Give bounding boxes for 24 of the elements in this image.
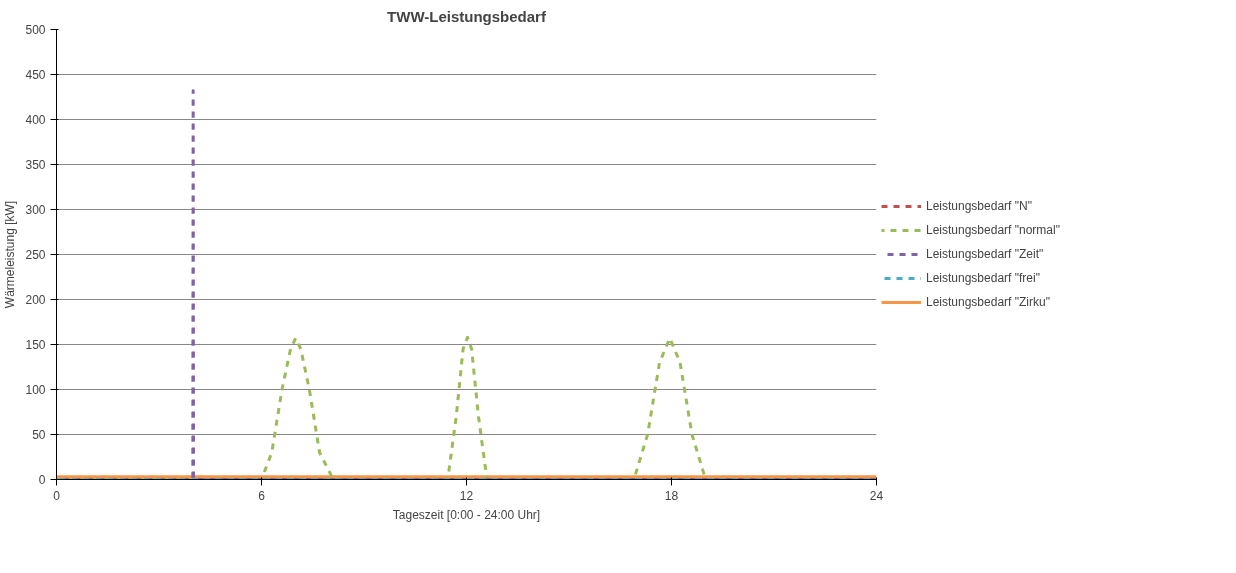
y-axis-title: Wärmeleistung [kW] — [3, 200, 18, 309]
y-tick-label: 400 — [25, 113, 46, 127]
x-tick-label: 0 — [53, 488, 61, 503]
y-tick-label: 200 — [25, 293, 46, 307]
y-tick-label: 150 — [25, 338, 46, 352]
legend-label: Leistungsbedarf "Zirku" — [926, 295, 1050, 309]
legend-label: Leistungsbedarf "frei" — [926, 271, 1040, 285]
x-tick-label: 6 — [258, 488, 266, 503]
x-tick-label: 24 — [869, 488, 884, 503]
y-tick-label: 350 — [25, 158, 46, 172]
y-tick-label: 500 — [25, 23, 46, 37]
legend-label: Leistungsbedarf "Zeit" — [926, 247, 1044, 261]
x-axis-title: Tageszeit [0:00 - 24:00 Uhr] — [392, 507, 541, 522]
x-tick-label: 18 — [664, 488, 679, 503]
y-tick-label: 250 — [25, 248, 46, 262]
chart-title: TWW-Leistungsbedarf — [387, 7, 547, 25]
y-tick-label: 450 — [25, 68, 46, 82]
y-tick-label: 300 — [25, 203, 46, 217]
y-tick-label: 0 — [38, 473, 46, 487]
x-tick-label: 12 — [459, 488, 474, 503]
legend-label: Leistungsbedarf "N" — [926, 199, 1032, 213]
y-tick-label: 50 — [32, 428, 46, 442]
y-tick-label: 100 — [25, 383, 46, 397]
legend-label: Leistungsbedarf "normal" — [926, 223, 1060, 237]
